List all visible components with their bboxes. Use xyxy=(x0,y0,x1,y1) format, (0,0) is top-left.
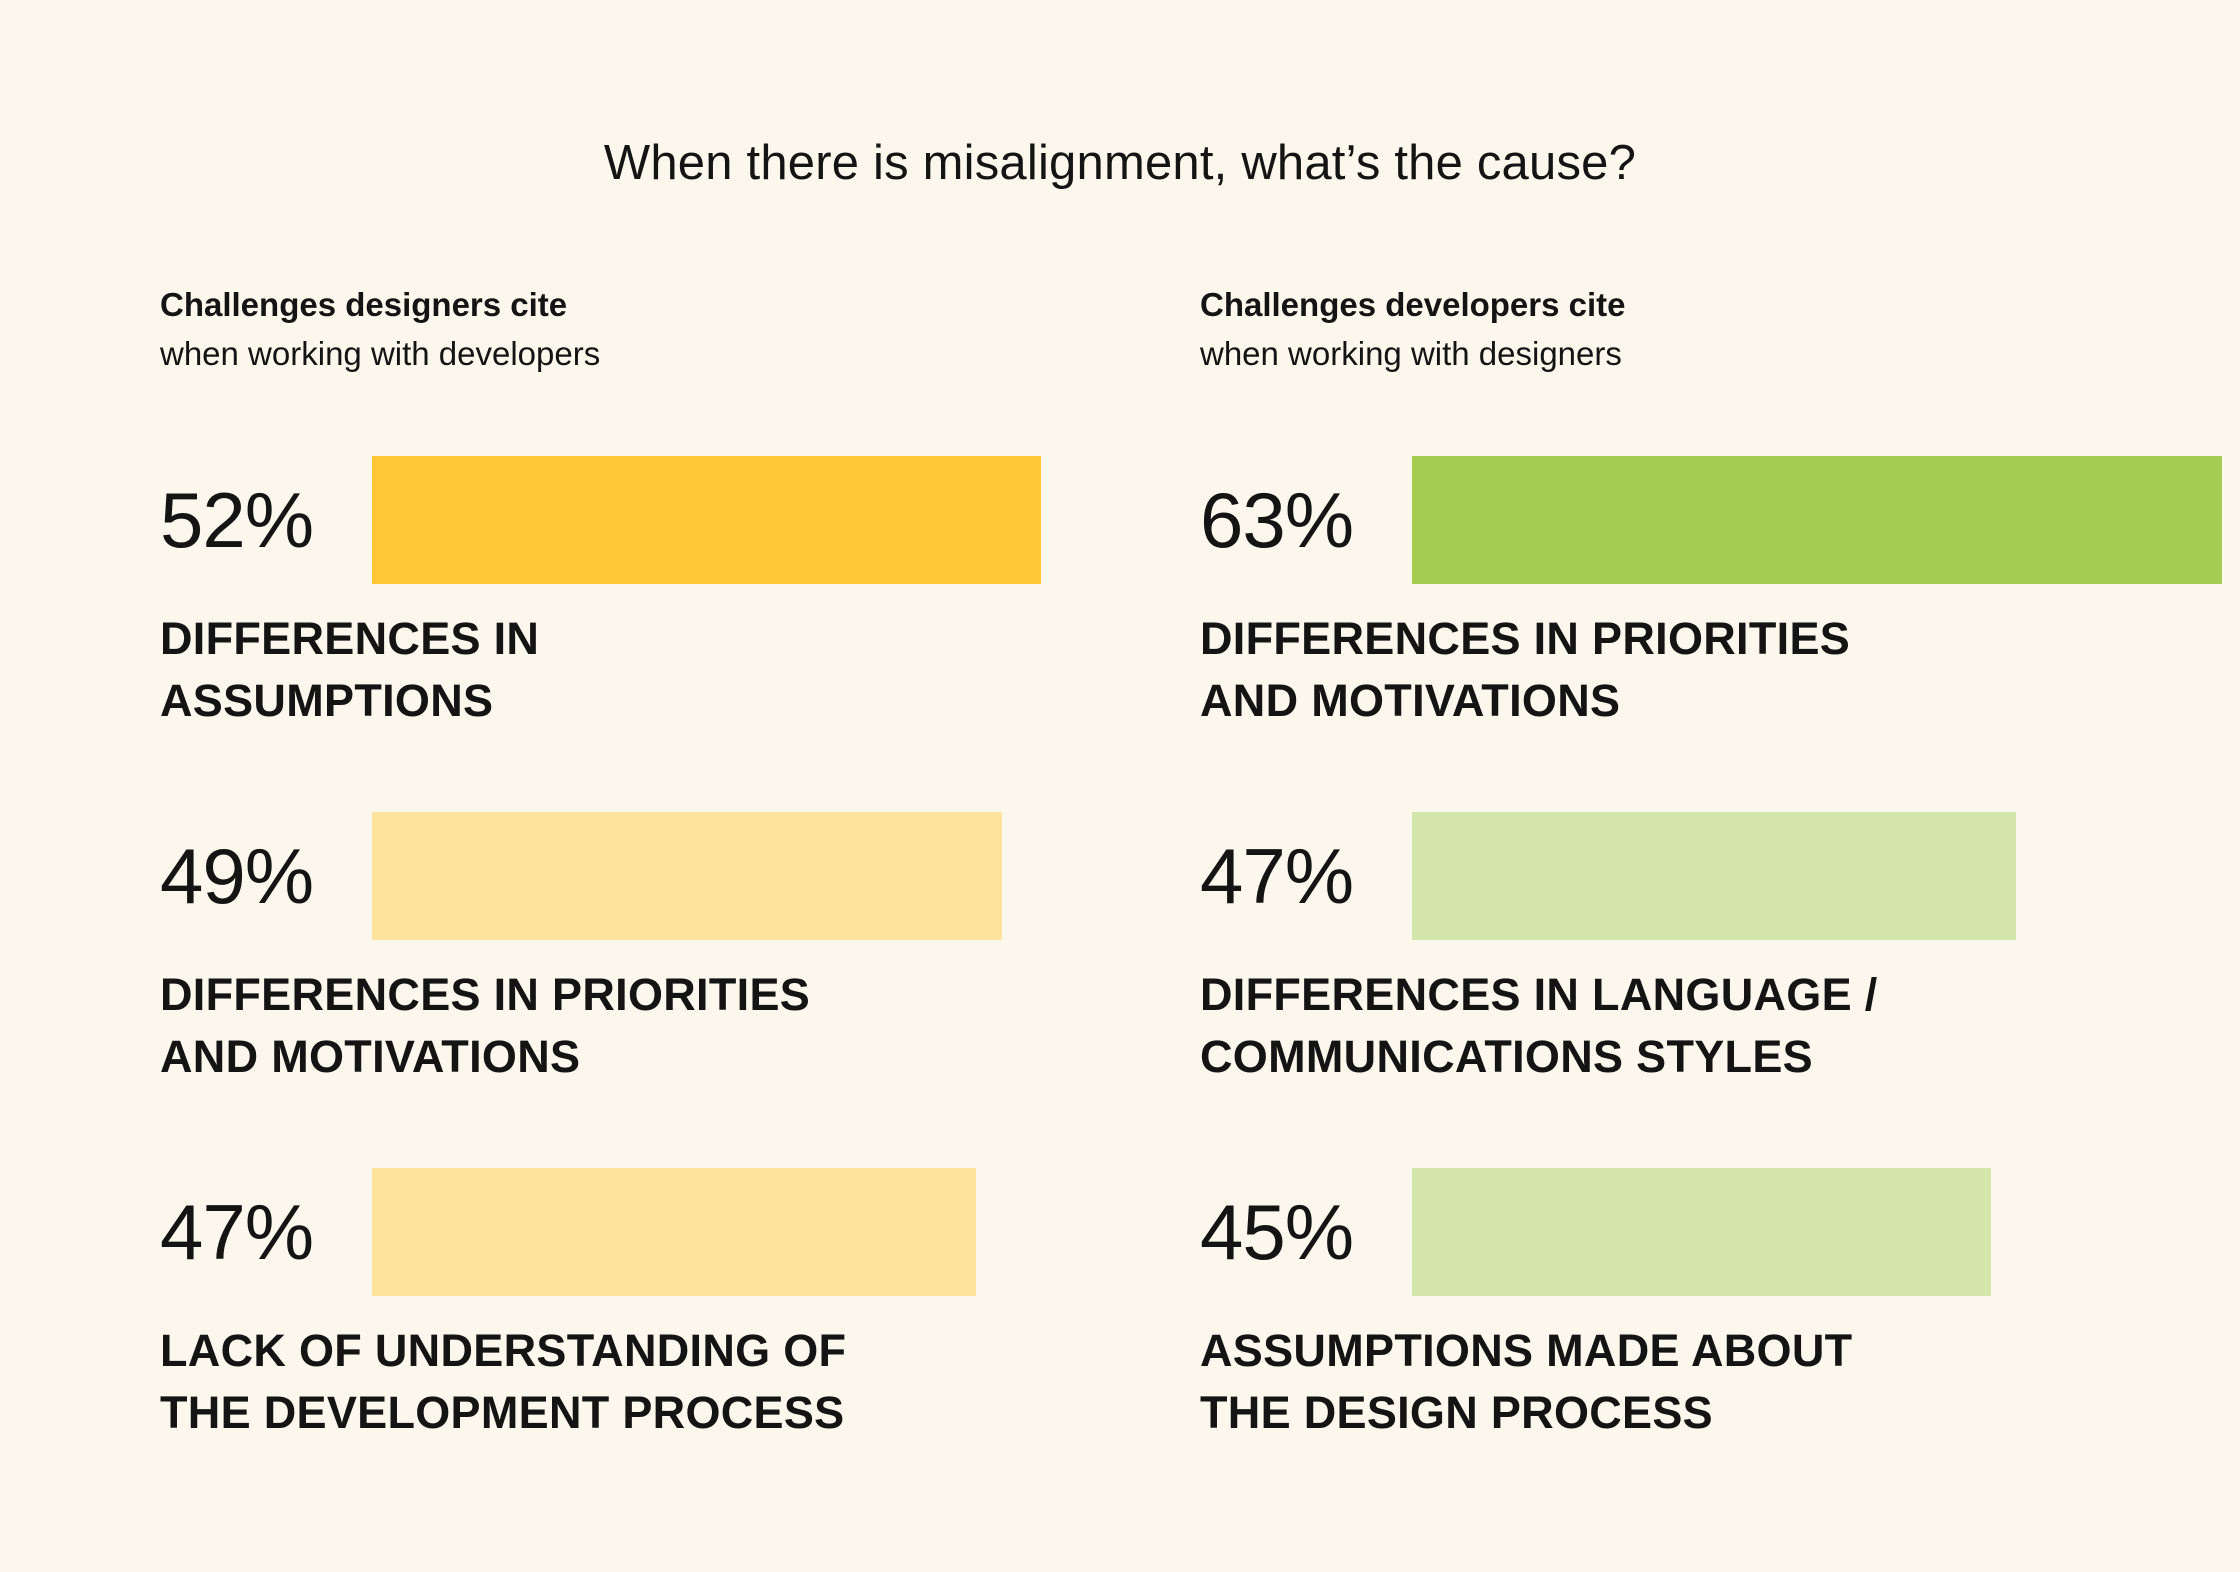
developers-panel-subtitle: when working with designers xyxy=(1200,335,1622,372)
bar xyxy=(1412,456,2222,584)
bar xyxy=(372,456,1041,584)
value-label: 45% xyxy=(1200,1188,1354,1276)
category-label: DIFFERENCES IN ASSUMPTIONS xyxy=(160,608,980,732)
category-label-line: ASSUMPTIONS xyxy=(160,675,494,726)
designers-item-1: 52% DIFFERENCES IN ASSUMPTIONS xyxy=(160,456,1060,756)
developers-panel: Challenges developers cite when working … xyxy=(1200,280,2222,1480)
category-label-line: DIFFERENCES IN LANGUAGE / xyxy=(1200,969,1878,1020)
category-label-line: COMMUNICATIONS STYLES xyxy=(1200,1031,1813,1082)
bar xyxy=(1412,812,2016,940)
category-label-line: LACK OF UNDERSTANDING OF xyxy=(160,1325,847,1376)
value-label: 63% xyxy=(1200,476,1354,564)
developers-item-1: 63% DIFFERENCES IN PRIORITIES AND MOTIVA… xyxy=(1200,456,2222,756)
category-label-line: AND MOTIVATIONS xyxy=(160,1031,581,1082)
category-label-line: THE DEVELOPMENT PROCESS xyxy=(160,1387,845,1438)
developers-item-2: 47% DIFFERENCES IN LANGUAGE / COMMUNICAT… xyxy=(1200,812,2100,1112)
category-label: DIFFERENCES IN PRIORITIES AND MOTIVATION… xyxy=(1200,608,2020,732)
category-label-line: DIFFERENCES IN PRIORITIES xyxy=(160,969,811,1020)
category-label: DIFFERENCES IN LANGUAGE / COMMUNICATIONS… xyxy=(1200,964,2020,1088)
category-label-line: ASSUMPTIONS MADE ABOUT xyxy=(1200,1325,1853,1376)
designers-panel: Challenges designers cite when working w… xyxy=(160,280,1060,1480)
designers-item-3: 47% LACK OF UNDERSTANDING OF THE DEVELOP… xyxy=(160,1168,1060,1468)
bar xyxy=(1412,1168,1991,1296)
bar xyxy=(372,812,1002,940)
value-label: 49% xyxy=(160,832,314,920)
designers-item-2: 49% DIFFERENCES IN PRIORITIES AND MOTIVA… xyxy=(160,812,1060,1112)
value-label: 52% xyxy=(160,476,314,564)
category-label-line: DIFFERENCES IN xyxy=(160,613,540,664)
category-label: DIFFERENCES IN PRIORITIES AND MOTIVATION… xyxy=(160,964,980,1088)
category-label-line: DIFFERENCES IN PRIORITIES xyxy=(1200,613,1851,664)
designers-panel-title: Challenges designers cite xyxy=(160,286,568,323)
developers-item-3: 45% ASSUMPTIONS MADE ABOUT THE DESIGN PR… xyxy=(1200,1168,2100,1468)
bar xyxy=(372,1168,976,1296)
designers-panel-subtitle: when working with developers xyxy=(160,335,601,372)
category-label-line: THE DESIGN PROCESS xyxy=(1200,1387,1713,1438)
value-label: 47% xyxy=(160,1188,314,1276)
category-label: ASSUMPTIONS MADE ABOUT THE DESIGN PROCES… xyxy=(1200,1320,2020,1444)
value-label: 47% xyxy=(1200,832,1354,920)
category-label-line: AND MOTIVATIONS xyxy=(1200,675,1621,726)
category-label: LACK OF UNDERSTANDING OF THE DEVELOPMENT… xyxy=(160,1320,980,1444)
developers-panel-title: Challenges developers cite xyxy=(1200,286,1626,323)
chart-title: When there is misalignment, what’s the c… xyxy=(603,136,1637,190)
